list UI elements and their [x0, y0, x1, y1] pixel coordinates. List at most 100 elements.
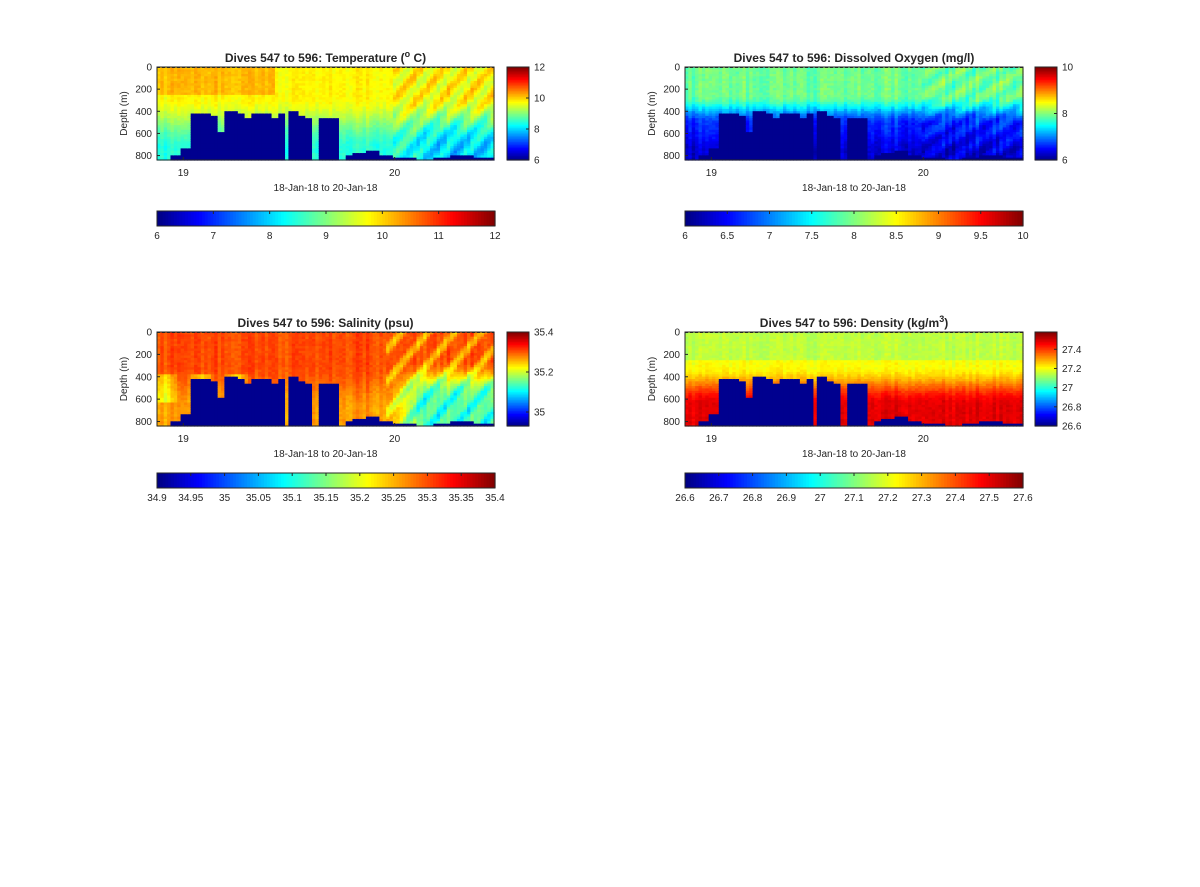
heatmap-cell	[271, 125, 276, 129]
heatmap-cell	[221, 71, 225, 75]
heatmap-cell	[268, 83, 273, 87]
heatmap-cell	[217, 141, 222, 145]
heatmap-cell	[170, 85, 175, 89]
heatmap-cell	[210, 80, 215, 84]
heatmap-cell	[264, 80, 269, 84]
heatmap-cell	[241, 106, 246, 110]
heatmap-cell	[278, 139, 283, 142]
heatmap-cell	[157, 150, 161, 154]
heatmap-cell	[157, 111, 161, 115]
colorbar-tick-label: 11	[433, 231, 444, 242]
heatmap-cell	[173, 108, 178, 112]
heatmap-cell	[251, 115, 256, 119]
x-axis-label: 18-Jan-18 to 20-Jan-18	[274, 183, 378, 194]
heatmap-cell	[268, 85, 273, 89]
heatmap-cell	[288, 90, 293, 94]
heatmap-cell	[221, 87, 225, 91]
heatmap-cell	[288, 157, 293, 161]
heatmap-cell	[183, 111, 188, 115]
heatmap-cell	[247, 134, 252, 138]
heatmap-cell	[244, 73, 249, 77]
heatmap-cell	[190, 111, 195, 115]
heatmap-cell	[301, 78, 306, 82]
heatmap-cell	[288, 120, 293, 124]
heatmap-cell	[244, 118, 249, 122]
heatmap-cell	[305, 76, 310, 80]
heatmap-cell	[231, 153, 236, 156]
heatmap-cell	[285, 120, 290, 124]
heatmap-cell	[177, 73, 182, 77]
heatmap-cell	[258, 115, 263, 119]
heatmap-cell	[237, 87, 242, 91]
heatmap-cell	[285, 111, 290, 115]
heatmap-cell	[274, 80, 279, 84]
heatmap-cell	[204, 90, 209, 94]
heatmap-cell	[247, 85, 252, 89]
heatmap-cell	[157, 148, 161, 152]
heatmap-cell	[170, 134, 175, 138]
heatmap-cell	[210, 125, 215, 129]
heatmap-cell	[247, 78, 252, 82]
heatmap-cell	[247, 118, 252, 122]
heatmap-cell	[207, 85, 212, 89]
heatmap-cell	[237, 129, 242, 133]
heatmap-cell	[200, 143, 205, 147]
heatmap-cell	[163, 132, 168, 136]
heatmap-cell	[241, 157, 246, 161]
heatmap-cell	[274, 155, 279, 159]
heatmap-cell	[291, 73, 296, 77]
heatmap-cell	[207, 99, 212, 103]
heatmap-cell	[274, 104, 279, 108]
heatmap-cell	[190, 104, 195, 108]
heatmap-cell	[221, 90, 225, 94]
heatmap-cell	[197, 120, 202, 124]
heatmap-cell	[197, 92, 202, 96]
heatmap-cell	[207, 69, 212, 73]
heatmap-cell	[217, 113, 222, 117]
heatmap-cell	[254, 78, 259, 82]
heatmap-cell	[207, 150, 212, 154]
heatmap-cell	[210, 132, 215, 136]
heatmap-cell	[214, 94, 219, 98]
heatmap-cell	[268, 122, 273, 126]
heatmap-cell	[217, 111, 222, 115]
heatmap-cell	[157, 113, 161, 117]
heatmap-cell	[224, 83, 229, 87]
heatmap-cell	[274, 113, 279, 117]
heatmap-cell	[167, 139, 172, 142]
heatmap-cell	[197, 155, 202, 159]
heatmap-cell	[258, 136, 263, 140]
heatmap-cell	[190, 69, 195, 73]
heatmap-cell	[308, 87, 313, 91]
heatmap-cell	[157, 69, 161, 73]
heatmap-cell	[197, 67, 202, 70]
heatmap-cell	[291, 83, 296, 87]
heatmap-cell	[251, 108, 256, 112]
heatmap-cell	[217, 127, 222, 131]
heatmap-cell	[234, 127, 239, 131]
heatmap-cell	[305, 143, 310, 147]
heatmap-cell	[308, 94, 313, 98]
heatmap-cell	[160, 118, 165, 122]
heatmap-cell	[187, 120, 192, 124]
heatmap-cell	[291, 134, 296, 138]
heatmap-cell	[278, 118, 283, 122]
heatmap-cell	[180, 108, 185, 112]
heatmap-cell	[231, 85, 236, 89]
heatmap-cell	[221, 99, 225, 103]
heatmap-cell	[207, 122, 212, 126]
heatmap-cell	[298, 94, 303, 98]
heatmap-cell	[183, 90, 188, 94]
heatmap-cell	[183, 87, 188, 91]
heatmap-cell	[295, 78, 300, 82]
heatmap-cell	[308, 92, 313, 96]
heatmap-cell	[268, 146, 273, 149]
heatmap-cell	[274, 120, 279, 124]
heatmap-cell	[207, 146, 212, 149]
heatmap-cell	[217, 120, 222, 124]
heatmap-cell	[268, 97, 273, 101]
heatmap-cell	[247, 120, 252, 124]
heatmap-cell	[194, 148, 199, 152]
heatmap-cell	[177, 101, 182, 105]
heatmap-cell	[207, 118, 212, 122]
